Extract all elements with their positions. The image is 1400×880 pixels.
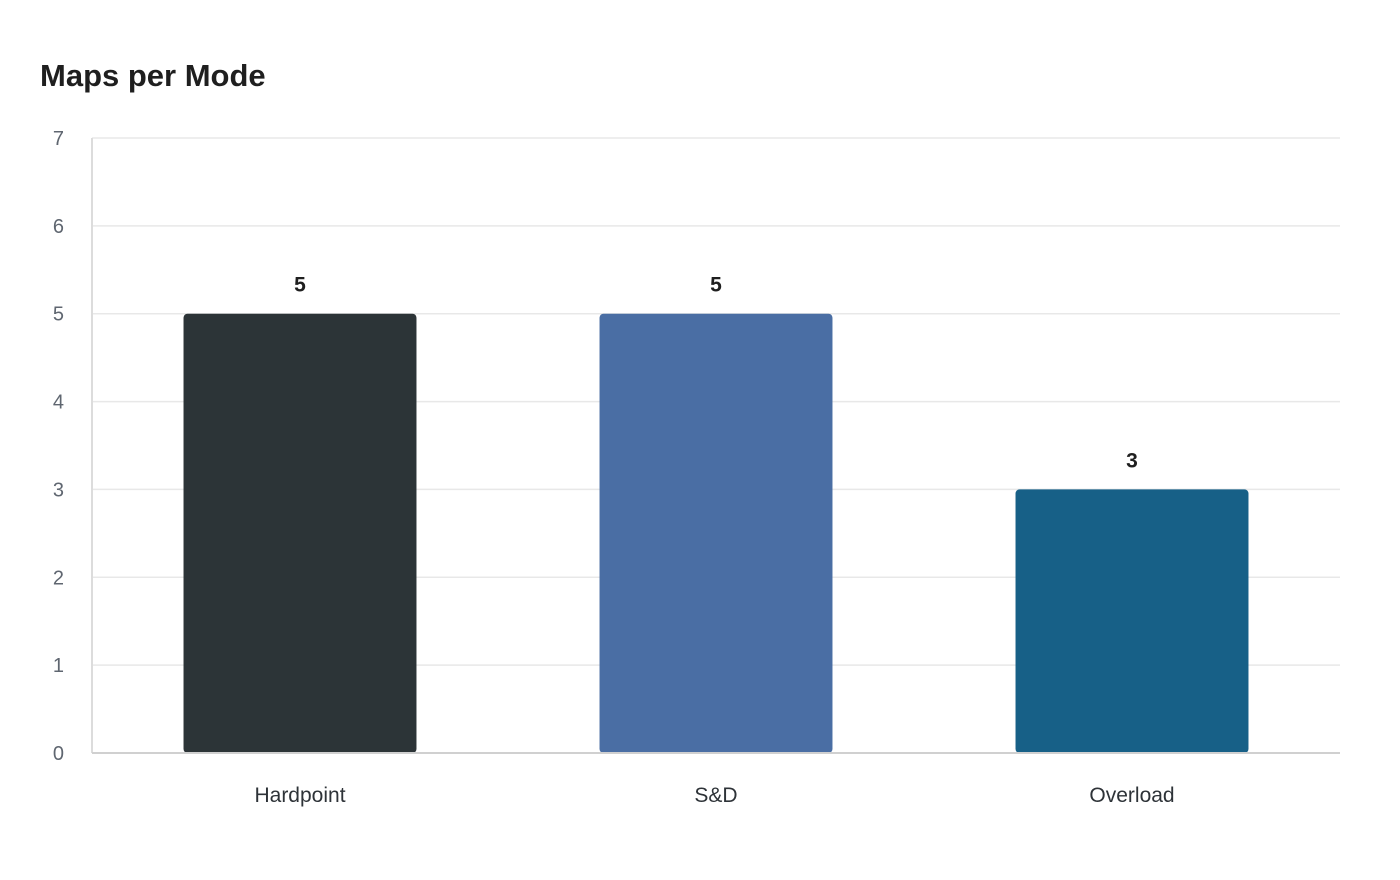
- y-tick-label: 6: [53, 216, 64, 238]
- bar-value-label: 5: [294, 274, 306, 297]
- bar: [1015, 489, 1249, 753]
- x-axis-categories: Hardpoint S&D Overload: [254, 784, 1174, 807]
- bar-value-label: 5: [710, 274, 722, 297]
- chart-title: Maps per Mode: [40, 58, 266, 93]
- bar-value-label: 3: [1126, 449, 1138, 472]
- y-tick-label: 0: [53, 743, 64, 765]
- x-category-label: Overload: [1089, 784, 1174, 807]
- bar: [183, 313, 417, 753]
- x-category-label: S&D: [694, 784, 737, 807]
- y-axis-ticks: 0 1 2 3 4 5 6 7: [53, 128, 64, 765]
- y-tick-label: 4: [53, 392, 64, 414]
- y-tick-label: 5: [53, 304, 64, 326]
- y-tick-label: 3: [53, 479, 64, 501]
- bar: [599, 313, 833, 753]
- value-labels: 5 5 3: [294, 274, 1138, 473]
- bars: [183, 313, 1249, 753]
- x-category-label: Hardpoint: [254, 784, 345, 807]
- y-tick-label: 7: [53, 128, 64, 150]
- y-tick-label: 1: [53, 655, 64, 677]
- y-tick-label: 2: [53, 567, 64, 589]
